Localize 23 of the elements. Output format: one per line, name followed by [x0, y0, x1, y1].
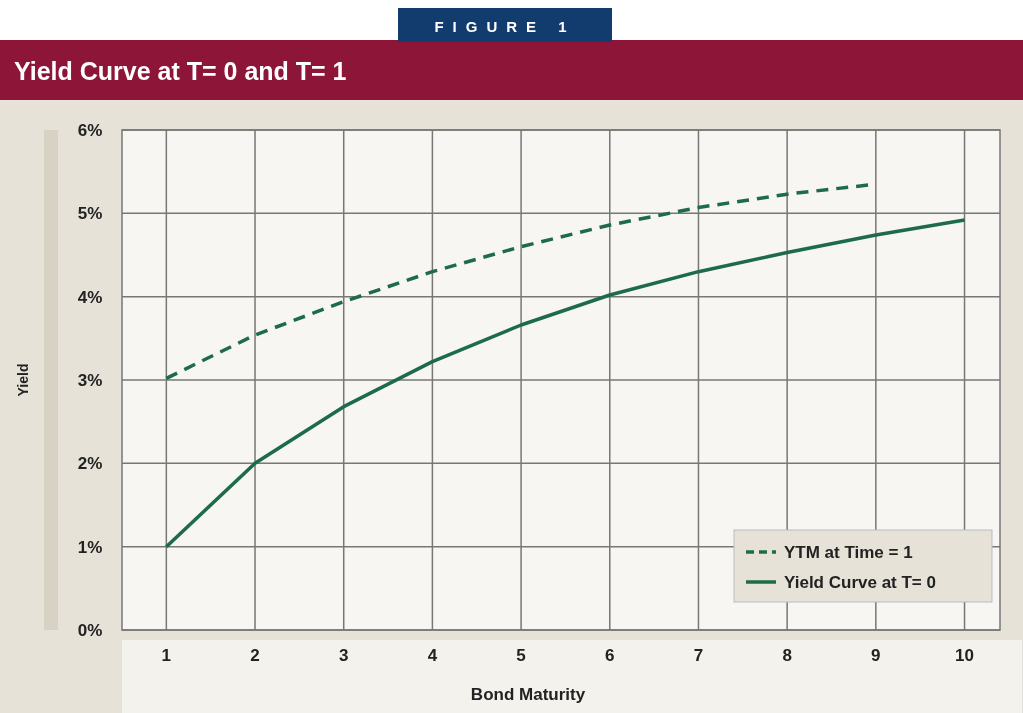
x-tick-label: 2: [250, 646, 260, 665]
y-tick-label: 6%: [77, 121, 103, 140]
x-axis-title: Bond Maturity: [470, 685, 586, 704]
x-tick-label: 6: [605, 646, 615, 665]
y-tick-label: 0%: [77, 621, 103, 640]
y-tick-label: 5%: [77, 204, 103, 224]
y-axis-title: Yield: [15, 363, 31, 397]
x-tick-label: 1: [161, 646, 172, 665]
y-tick-label: 2%: [77, 454, 103, 474]
y-tick-label: 1%: [77, 537, 103, 557]
y-tick-label: 4%: [77, 287, 103, 307]
legend-label: YTM at Time = 1: [784, 543, 913, 562]
y-tick-label: 3%: [77, 371, 103, 390]
legend-label: Yield Curve at T= 0: [784, 573, 936, 592]
x-tick-label: 10: [955, 646, 974, 665]
chart-subtitle: FIGURE 1: [434, 18, 576, 35]
x-tick-label: 9: [871, 646, 881, 665]
x-tick-label: 4: [427, 646, 438, 665]
x-tick-label: 7: [693, 646, 704, 665]
x-tick-label: 8: [782, 646, 792, 665]
chart-title: Yield Curve at T= 0 and T= 1: [14, 57, 347, 85]
x-tick-label: 3: [338, 646, 349, 665]
x-tick-label: 5: [516, 646, 526, 665]
